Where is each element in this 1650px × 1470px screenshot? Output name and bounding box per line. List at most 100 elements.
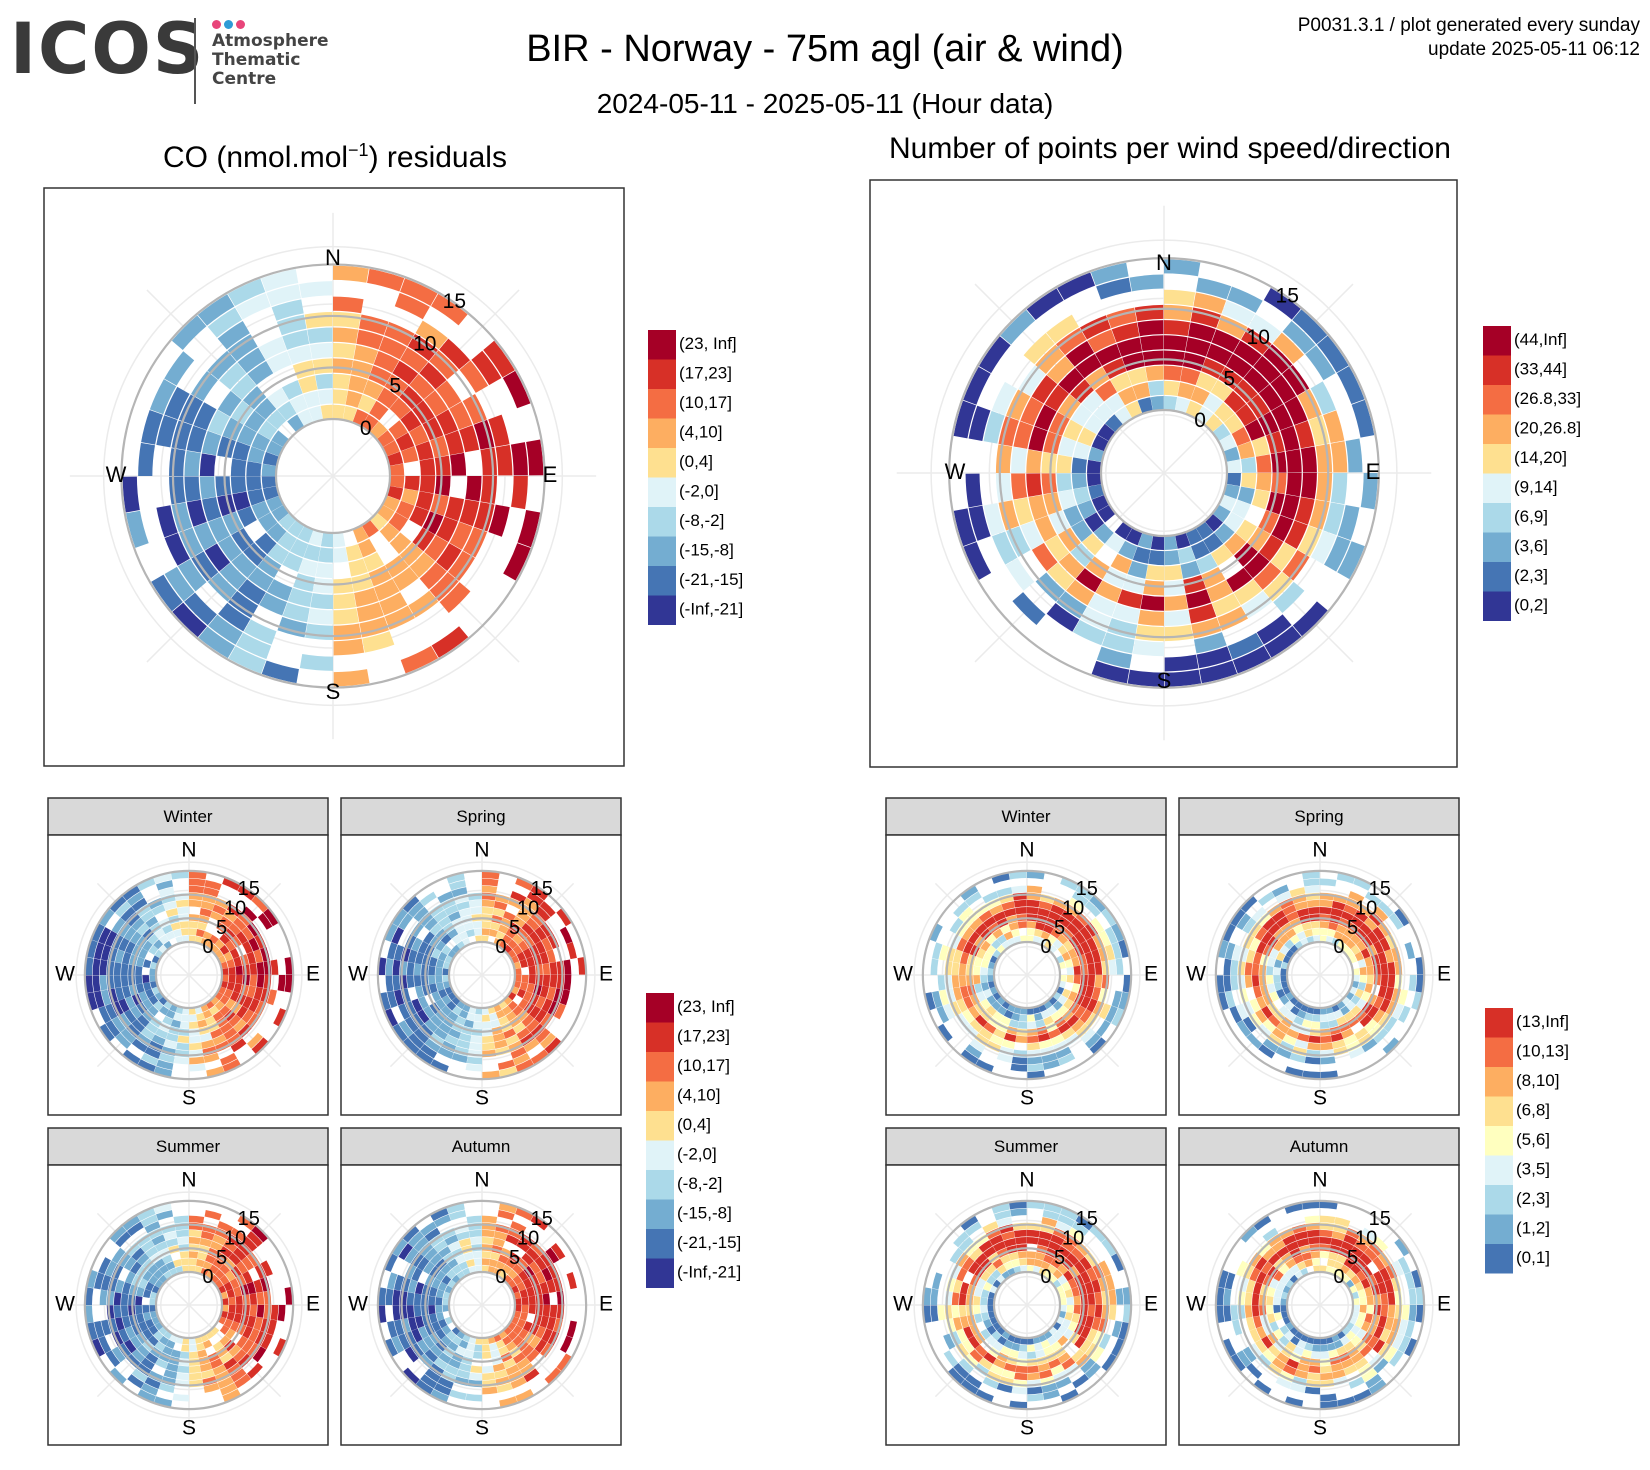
heatmap-cell (495, 1261, 506, 1271)
heatmap-cell (1042, 1210, 1060, 1221)
heatmap-cell (221, 968, 229, 975)
heatmap-cell (1027, 1365, 1039, 1374)
heatmap-cell (1164, 335, 1188, 352)
heatmap-cell (516, 909, 531, 923)
heatmap-cell (1020, 1007, 1027, 1015)
heatmap-cell (1320, 1337, 1327, 1345)
heatmap-cell (458, 908, 472, 918)
heatmap-cell (1232, 645, 1271, 674)
heatmap-cell (125, 996, 136, 1010)
heatmap-cell (105, 1260, 118, 1277)
heatmap-cell (1101, 632, 1135, 654)
heatmap-cell (420, 1374, 438, 1389)
heatmap-cell (1241, 591, 1273, 619)
heatmap-cell (1359, 966, 1367, 975)
heatmap-cell (142, 1270, 153, 1282)
heatmap-cell (1003, 1362, 1017, 1372)
heatmap-cell (1391, 1003, 1404, 1020)
heatmap-cell (442, 968, 450, 975)
heatmap-cell (348, 558, 368, 577)
heatmap-cell (1294, 497, 1315, 525)
heatmap-cell (1185, 527, 1203, 546)
compass-w: W (893, 1293, 913, 1316)
heatmap-cell (94, 1320, 105, 1338)
heatmap-cell (424, 1227, 441, 1242)
heatmap-cell (447, 1241, 461, 1252)
heatmap-cell (497, 1210, 515, 1221)
heatmap-cell (539, 1281, 549, 1295)
legend-label: (-2,0] (677, 1145, 717, 1164)
heatmap-cell (420, 1044, 438, 1059)
heatmap-cell (429, 572, 459, 602)
heatmap-cell (1229, 1006, 1243, 1024)
heatmap-cell (189, 1035, 201, 1044)
heatmap-cell (179, 921, 189, 929)
heatmap-cell (482, 871, 500, 880)
heatmap-cell (266, 351, 292, 374)
heatmap-cell (1224, 390, 1246, 413)
heatmap-cell (1343, 1034, 1358, 1046)
heatmap-cell (219, 933, 231, 945)
heatmap-cell (407, 334, 438, 361)
heatmap-cell (516, 1357, 531, 1370)
heatmap-cell (444, 1234, 459, 1246)
heatmap-cell (444, 1364, 459, 1376)
heatmap-cell (1244, 1292, 1253, 1305)
heatmap-cell (385, 975, 394, 992)
heatmap-cell (120, 906, 136, 922)
heatmap-cell (1308, 1365, 1320, 1374)
heatmap-cell (153, 1269, 164, 1280)
heatmap-cell (217, 1376, 234, 1389)
heatmap-cell (1350, 1325, 1361, 1335)
heatmap-cell (153, 939, 164, 950)
heatmap-cell (1271, 515, 1294, 542)
heatmap-cell (315, 373, 333, 390)
heatmap-cell (98, 1336, 112, 1354)
compass-w: W (55, 1293, 75, 1316)
heatmap-cell (270, 1305, 279, 1321)
heatmap-cell (1328, 1252, 1339, 1261)
legend-label: (4,10] (677, 1086, 720, 1105)
heatmap-cell (964, 1353, 979, 1368)
heatmap-cell (164, 566, 195, 602)
heatmap-cell (126, 1242, 141, 1257)
heatmap-cell (440, 933, 452, 945)
heatmap-cell (282, 329, 310, 350)
legend-swatch (1485, 1214, 1513, 1244)
heatmap-cell (318, 547, 333, 563)
heatmap-cell (458, 1032, 472, 1042)
heatmap-cell (198, 626, 235, 659)
heatmap-cell (1241, 473, 1257, 489)
heatmap-cell (1360, 1321, 1371, 1332)
heatmap-cell (170, 922, 181, 931)
heatmap-cell (197, 922, 208, 931)
heatmap-cell (447, 1341, 459, 1352)
heatmap-cell (1280, 1298, 1288, 1305)
heatmap-cell (1057, 394, 1081, 419)
heatmap-cell (1266, 965, 1274, 975)
heatmap-cell (1240, 1225, 1258, 1243)
heatmap-cell (1066, 975, 1074, 983)
heatmap-cell (235, 965, 243, 975)
heatmap-cell (1137, 532, 1154, 549)
heatmap-cell (1074, 931, 1086, 945)
heatmap-cell (1210, 544, 1233, 566)
heatmap-cell (1337, 541, 1365, 580)
heatmap-cell (1203, 393, 1223, 413)
heatmap-cell (120, 963, 129, 975)
heatmap-cell (307, 608, 333, 625)
polar-plot (352, 1175, 612, 1435)
legend-label: (2,3] (1516, 1189, 1550, 1208)
heatmap-cell (189, 1215, 205, 1224)
logo-line: Centre (212, 69, 277, 89)
heatmap-cell (1236, 1260, 1249, 1277)
heatmap-cell (136, 1286, 145, 1297)
heatmap-cell (1380, 975, 1389, 987)
heatmap-cell (1304, 1259, 1313, 1268)
heatmap-cell (1096, 1019, 1111, 1037)
facet-strip (885, 1127, 1167, 1166)
heatmap-cell (1091, 494, 1110, 512)
heatmap-cell (189, 928, 197, 936)
heatmap-cell (1061, 909, 1076, 923)
heatmap-cell (502, 370, 531, 409)
